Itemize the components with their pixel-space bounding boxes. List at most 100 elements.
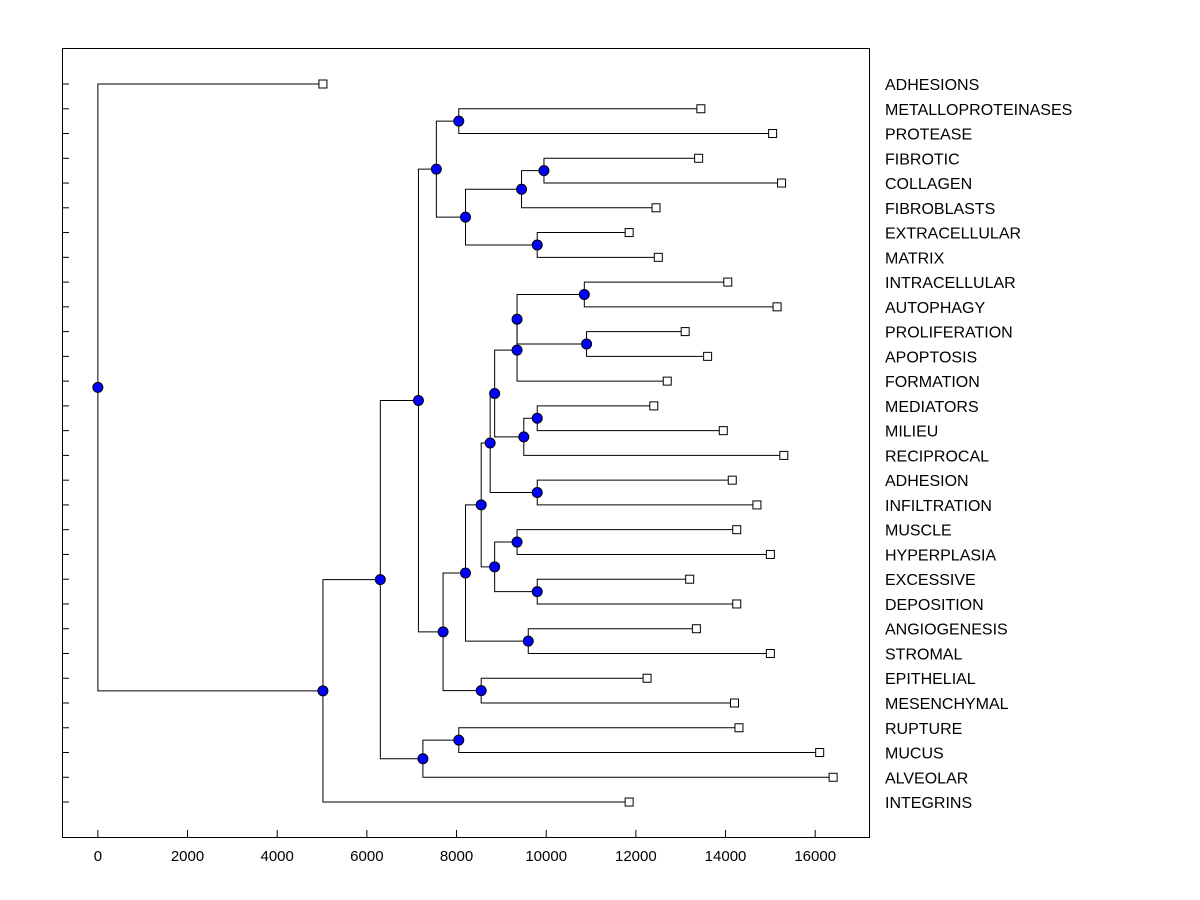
link-N27-N24 — [379, 399, 419, 580]
merge-node — [417, 753, 429, 765]
link-N13-N12 — [494, 393, 524, 438]
merge-node — [531, 412, 543, 424]
leaf-label: PROLIFERATION — [885, 325, 1013, 342]
leaf-label: ADHESION — [885, 473, 969, 490]
link-N9-N7 — [516, 293, 585, 320]
x-tick-label: 0 — [94, 848, 102, 865]
merge-node — [518, 431, 530, 443]
merge-node — [453, 115, 465, 127]
merge-node — [475, 499, 487, 511]
leaf-label: MUSCLE — [885, 523, 952, 540]
leaf-label: INFILTRATION — [885, 498, 992, 515]
leaf-marker — [718, 426, 728, 436]
link-N4-L8 — [536, 244, 659, 258]
leaf-label: INTRACELLULAR — [885, 275, 1016, 292]
leaf-marker — [772, 302, 782, 312]
leaf-label: COLLAGEN — [885, 176, 972, 193]
link-N5-N3 — [465, 188, 522, 218]
link-N4-L7 — [536, 232, 630, 245]
merge-node — [437, 626, 449, 638]
merge-node — [317, 685, 329, 697]
leaf-label: FORMATION — [885, 374, 980, 391]
link-N18-N17 — [494, 566, 538, 593]
leaf-ticks-group — [62, 83, 69, 803]
x-tick-label: 8000 — [440, 848, 473, 865]
merge-node — [531, 239, 543, 251]
x-tick-label: 14000 — [705, 848, 747, 865]
merge-node — [460, 567, 471, 579]
leaf-marker — [649, 401, 659, 411]
leaf-marker — [752, 500, 762, 510]
merge-node — [475, 685, 487, 697]
link-N20-L23 — [527, 628, 697, 642]
link-N21-N20 — [465, 573, 529, 642]
leaf-marker — [642, 673, 652, 683]
leaf-marker — [734, 723, 744, 733]
merge-node — [581, 338, 593, 350]
link-N11-L14 — [536, 405, 654, 419]
leaf-label: EXCESSIVE — [885, 572, 976, 589]
link-N27-N26 — [379, 579, 423, 760]
link-N22-L26 — [480, 690, 735, 704]
leaf-marker — [680, 327, 690, 337]
link-N8-L11 — [586, 331, 686, 344]
leaf-marker — [765, 648, 775, 658]
merge-node — [453, 734, 465, 746]
leaf-marker — [732, 525, 742, 535]
leaf-label: DEPOSITION — [885, 597, 984, 614]
link-N26-N25 — [422, 739, 459, 759]
link-N29-N28 — [97, 387, 323, 692]
link-N6-N1 — [435, 120, 459, 170]
link-N7-L10 — [583, 294, 778, 308]
link-N28-N27 — [322, 579, 381, 691]
link-N5-N4 — [465, 217, 538, 246]
link-N21-N19 — [465, 504, 482, 574]
link-N25-L28 — [458, 740, 820, 754]
leaf-marker — [765, 549, 775, 559]
link-N14-L18 — [536, 492, 757, 506]
leaf-marker — [732, 599, 742, 609]
link-N19-N18 — [480, 504, 495, 568]
link-N9-N8 — [516, 319, 587, 345]
leaf-label: INTEGRINS — [885, 795, 972, 812]
link-N8-L12 — [586, 343, 708, 357]
leaf-marker — [694, 153, 704, 163]
leaf-label: HYPERPLASIA — [885, 547, 996, 564]
merge-node — [578, 288, 590, 300]
merge-node — [511, 536, 523, 548]
merge-node — [92, 381, 104, 393]
leaf-label: RUPTURE — [885, 721, 962, 738]
merge-node — [538, 165, 550, 177]
merge-node — [489, 388, 501, 399]
leaf-marker — [723, 277, 733, 287]
link-N3-N2 — [521, 170, 544, 190]
x-tick-label: 10000 — [525, 848, 567, 865]
link-N26-L29 — [422, 758, 834, 778]
link-N18-N16 — [494, 541, 518, 567]
node-markers-group — [92, 115, 593, 765]
leaf-label: AUTOPHAGY — [885, 300, 986, 317]
merge-node — [374, 574, 386, 586]
link-N17-L21 — [536, 578, 690, 592]
link-N23-N21 — [442, 572, 466, 632]
leaf-marker — [703, 351, 713, 361]
leaf-marker — [685, 574, 695, 584]
link-N19-N15 — [480, 442, 491, 505]
leaf-marker — [727, 475, 737, 485]
leaf-marker — [691, 624, 701, 634]
link-N3-L6 — [521, 189, 657, 209]
link-N17-L22 — [536, 591, 737, 605]
leaf-labels-group: ADHESIONS METALLOPROTEINASES PROTEASE FIBRO… — [885, 77, 1072, 812]
link-N2-L5 — [543, 170, 782, 184]
link-N25-L27 — [458, 727, 739, 741]
merge-node — [489, 561, 501, 573]
link-N10-L13 — [516, 350, 668, 382]
leaf-marker — [779, 450, 789, 460]
x-axis: 0 2000 4000 6000 8000 10000 12000 14000 16000 — [94, 830, 836, 865]
leaf-marker — [662, 376, 672, 386]
merge-node — [484, 437, 496, 449]
leaf-label: FIBROBLASTS — [885, 201, 995, 218]
leaf-marker — [624, 797, 634, 807]
leaf-label: APOPTOSIS — [885, 349, 977, 366]
